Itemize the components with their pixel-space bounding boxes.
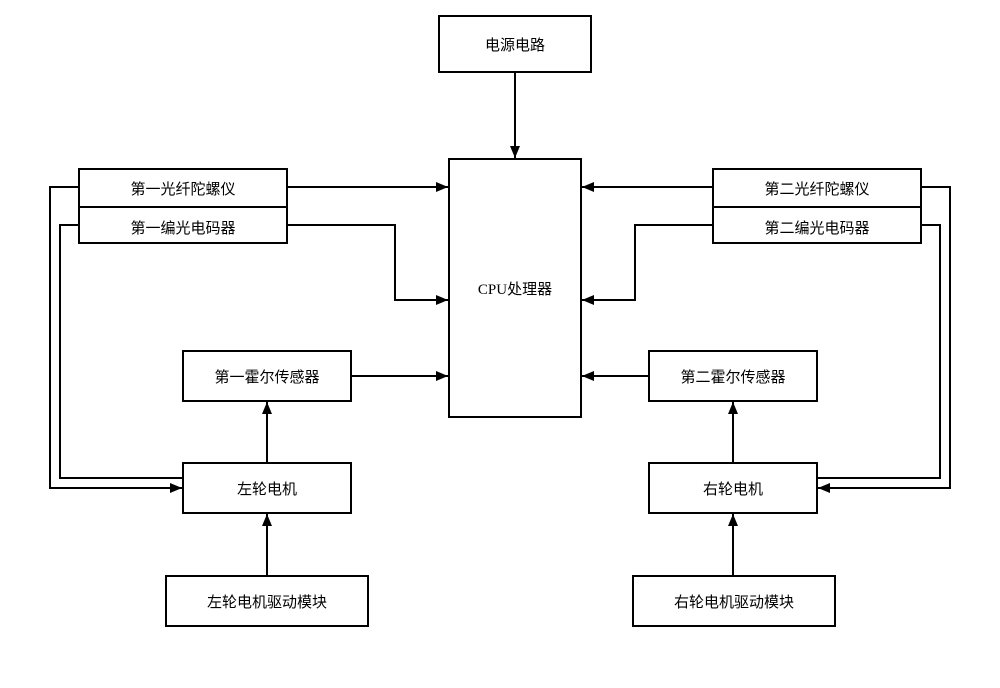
drive-left-label: 左轮电机驱动模块 [207,591,327,612]
hall-left-node: 第一霍尔传感器 [182,350,352,402]
gyro1-row: 第一光纤陀螺仪 [80,170,286,208]
enc1-row: 第一编光电码器 [80,208,286,246]
gyro2-label: 第二光纤陀螺仪 [764,178,869,199]
hall-right-label: 第二霍尔传感器 [680,366,785,387]
hall-left-label: 第一霍尔传感器 [214,366,319,387]
power-node: 电源电路 [438,15,592,73]
motor-right-node: 右轮电机 [648,462,818,514]
right-sensor-stack: 第二光纤陀螺仪 第二编光电码器 [712,168,922,244]
gyro1-label: 第一光纤陀螺仪 [130,178,235,199]
motor-right-label: 右轮电机 [703,478,763,499]
drive-left-node: 左轮电机驱动模块 [165,575,369,627]
power-label: 电源电路 [485,34,545,55]
enc2-label: 第二编光电码器 [764,217,869,238]
left-sensor-stack: 第一光纤陀螺仪 第一编光电码器 [78,168,288,244]
cpu-node: CPU处理器 [448,158,582,418]
cpu-label: CPU处理器 [478,278,552,299]
enc1-label: 第一编光电码器 [130,217,235,238]
drive-right-label: 右轮电机驱动模块 [674,591,794,612]
drive-right-node: 右轮电机驱动模块 [632,575,836,627]
motor-left-node: 左轮电机 [182,462,352,514]
hall-right-node: 第二霍尔传感器 [648,350,818,402]
gyro2-row: 第二光纤陀螺仪 [714,170,920,208]
enc2-row: 第二编光电码器 [714,208,920,246]
motor-left-label: 左轮电机 [237,478,297,499]
